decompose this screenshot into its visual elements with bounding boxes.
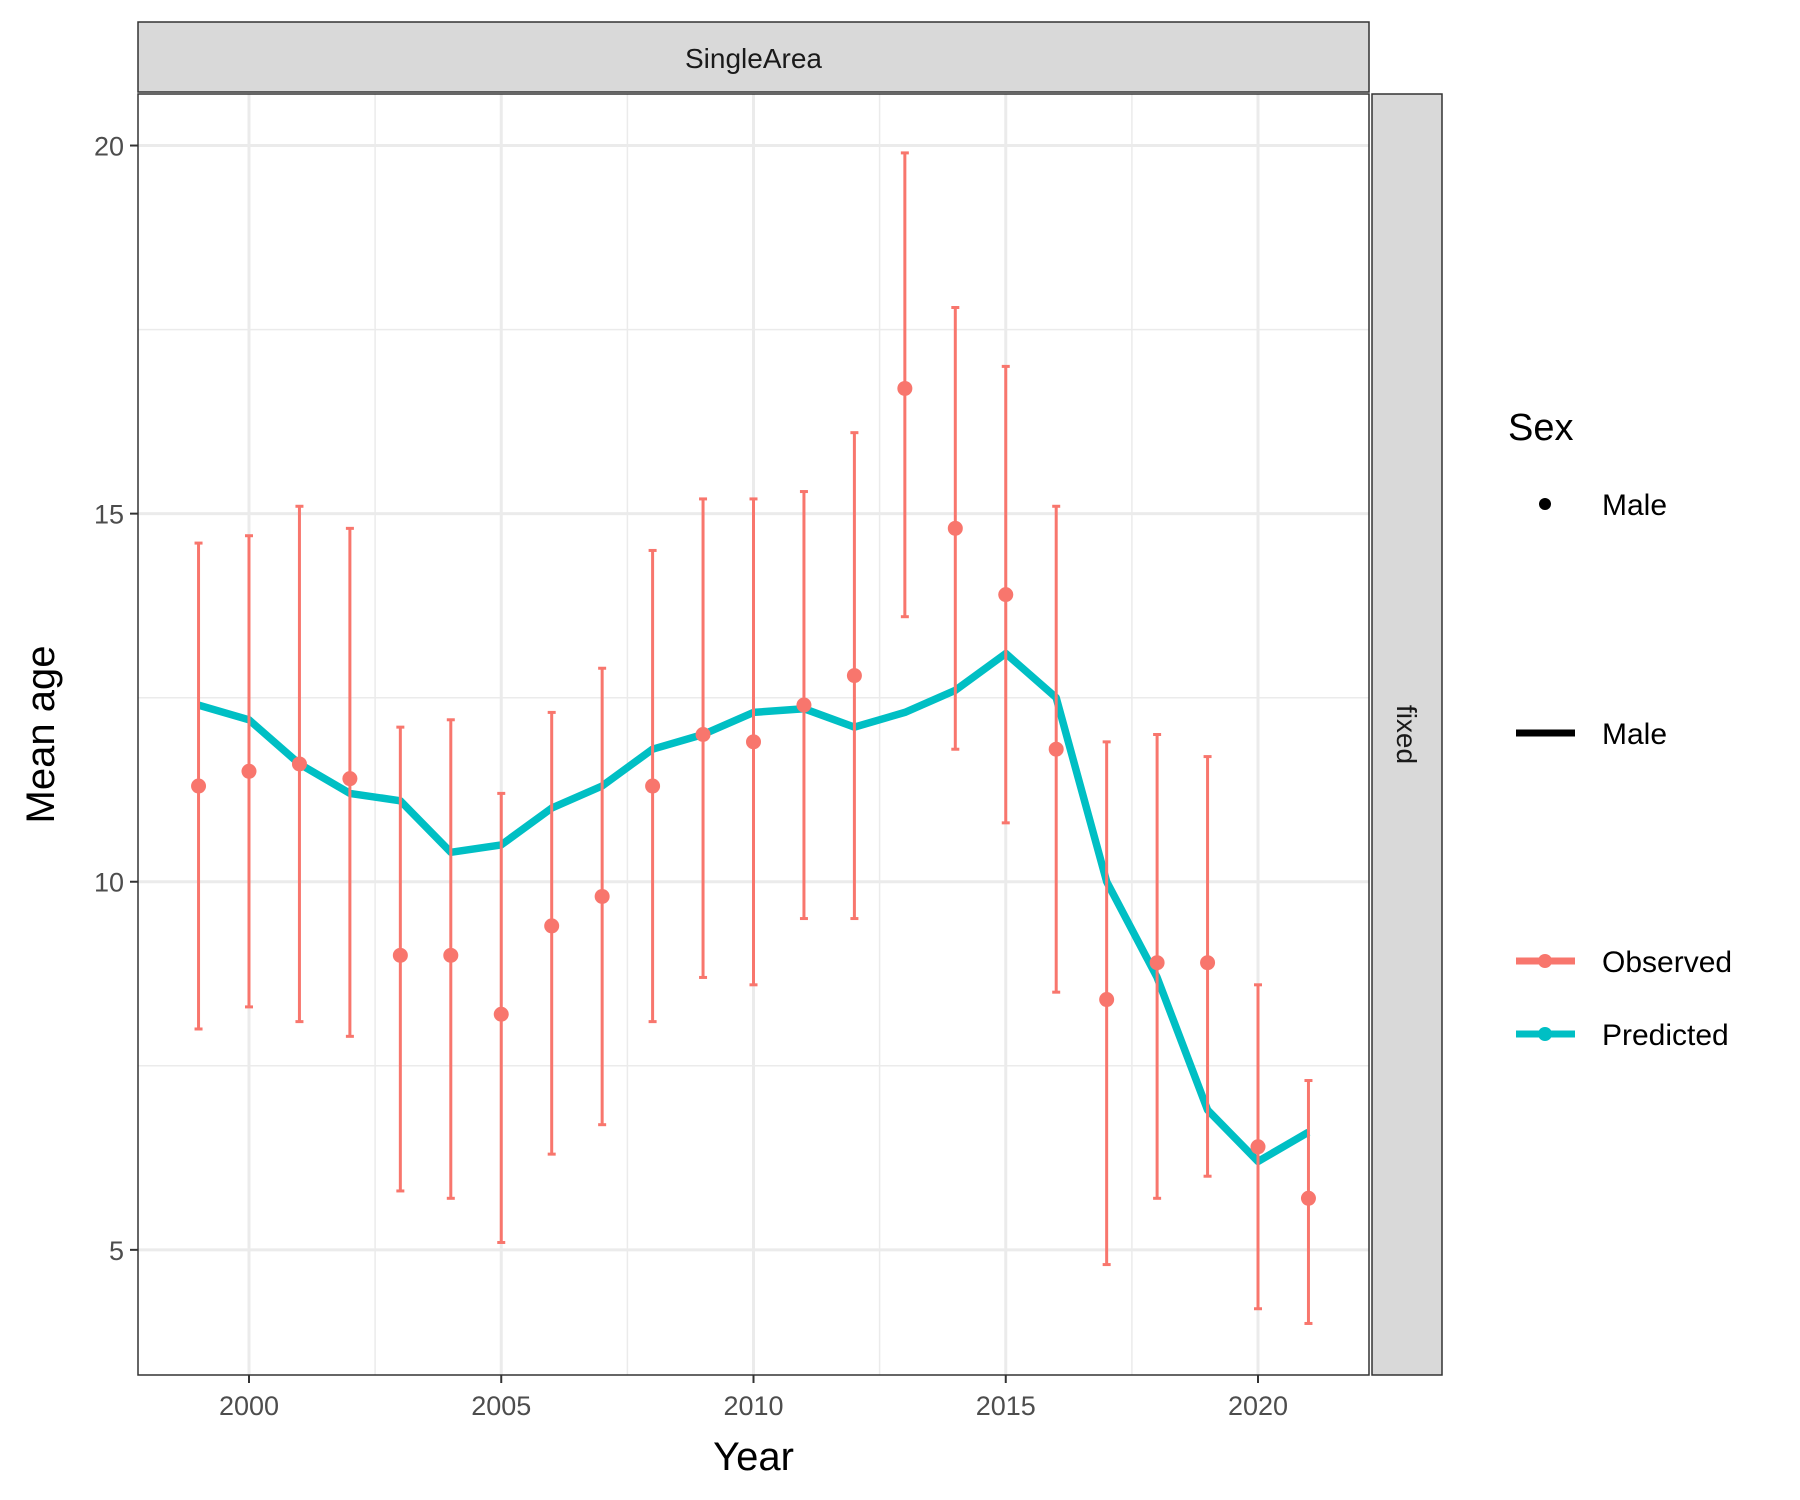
observed-point [291, 756, 307, 772]
top-strip-label: SingleArea [685, 43, 822, 74]
observed-point [947, 520, 963, 536]
observed-point [544, 918, 560, 934]
observed-point-group [1099, 740, 1115, 1267]
right-strip-label: fixed [1391, 705, 1422, 764]
observed-point-group [998, 364, 1014, 825]
legend-title: Sex [1508, 407, 1573, 449]
x-tick-label: 2020 [1228, 1391, 1288, 1421]
observed-point-group [241, 534, 257, 1009]
observed-point [1048, 741, 1064, 757]
observed-point-group [291, 504, 307, 1024]
observed-point-group [746, 497, 761, 987]
y-axis: 5 10 15 20 [94, 132, 138, 1266]
y-tick-label: 15 [94, 500, 124, 530]
observed-point [191, 778, 207, 794]
y-tick-label: 20 [94, 132, 124, 162]
legend-predicted-key [1516, 1027, 1575, 1041]
y-tick-label: 5 [109, 1236, 124, 1266]
observed-point-group [695, 497, 711, 979]
observed-point-group [897, 151, 913, 619]
legend-observed-key [1516, 954, 1575, 968]
legend-point-label: Male [1602, 489, 1667, 522]
x-tick-label: 2015 [976, 1391, 1036, 1421]
observed-point [796, 697, 812, 713]
observed-point-group [1149, 733, 1165, 1200]
observed-point-group [443, 718, 459, 1200]
observed-point-group [645, 548, 661, 1024]
observed-point [392, 947, 408, 963]
x-tick-label: 2005 [471, 1391, 531, 1421]
observed-point-group [1200, 755, 1216, 1178]
observed-point-group [342, 526, 358, 1038]
observed-point-group [1300, 1079, 1316, 1325]
x-tick-label: 2010 [723, 1391, 783, 1421]
observed-point-group [493, 791, 509, 1244]
observed-layer [191, 151, 1316, 1325]
legend-point-key [1539, 498, 1551, 510]
observed-point [493, 1006, 509, 1022]
observed-point-group [392, 725, 408, 1193]
x-axis: 2000 2005 2010 2015 2020 [219, 1375, 1288, 1421]
observed-point [1300, 1190, 1316, 1206]
x-tick-label: 2000 [219, 1391, 279, 1421]
observed-point [1149, 955, 1165, 971]
observed-point-group [947, 306, 963, 751]
observed-point [695, 727, 711, 742]
observed-point [897, 380, 913, 396]
observed-point-group [191, 541, 207, 1031]
observed-point [746, 734, 761, 750]
y-axis-title: Mean age [19, 646, 63, 824]
observed-point-group [1048, 504, 1064, 994]
observed-point-group [846, 431, 862, 921]
observed-point [998, 587, 1014, 603]
legend: Sex Male Male Observed Predicted [1508, 407, 1732, 1052]
legend-line-label: Male [1602, 718, 1667, 751]
observed-point [443, 947, 459, 963]
observed-point [1250, 1139, 1266, 1155]
observed-point [241, 763, 257, 779]
top-strip-bg [137, 21, 1370, 93]
legend-observed-label: Observed [1602, 946, 1732, 979]
observed-point-group [796, 490, 812, 921]
y-tick-label: 10 [94, 868, 124, 898]
right-strip-bg [1371, 93, 1443, 1376]
legend-predicted-label: Predicted [1602, 1019, 1729, 1052]
x-axis-title: Year [713, 1435, 794, 1479]
observed-point-group [544, 710, 560, 1156]
observed-point [594, 888, 610, 904]
observed-point-group [1250, 983, 1266, 1311]
observed-point [846, 668, 862, 684]
observed-point [1200, 955, 1216, 971]
observed-point [342, 771, 358, 787]
observed-point [1099, 992, 1115, 1008]
observed-point [645, 778, 661, 794]
observed-point-group [594, 666, 610, 1127]
